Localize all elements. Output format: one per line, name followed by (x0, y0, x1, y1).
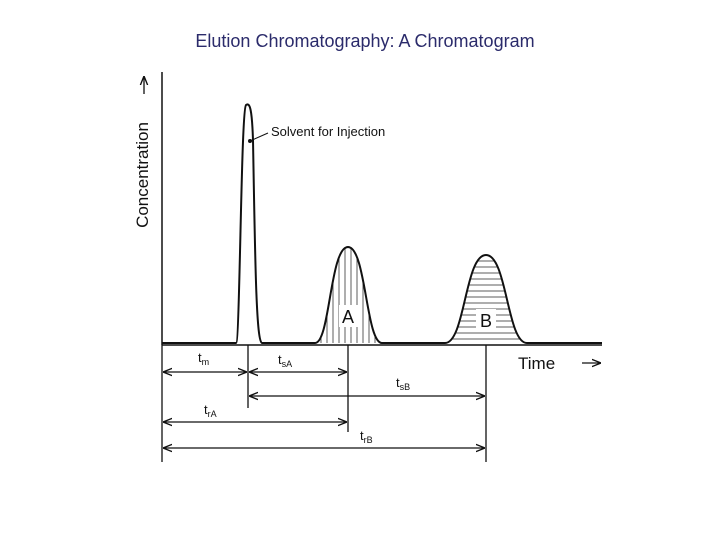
peak-b (440, 253, 602, 344)
interval-arrows (163, 372, 485, 448)
peak-label: A (342, 307, 354, 327)
interval-sub: sB (400, 382, 411, 392)
interval-guides (161, 345, 487, 462)
label-bg (339, 305, 358, 327)
interval-sub: m (202, 357, 210, 367)
peak-label: B (480, 311, 492, 331)
interval-label: tsA (278, 352, 292, 369)
annotation: Solvent for Injection (271, 124, 385, 139)
peak-a (300, 245, 445, 344)
interval-base: t (278, 352, 282, 367)
x-axis-label: Time (518, 354, 555, 373)
peak-a-hatch (315, 247, 382, 343)
interval-label: tm (198, 350, 209, 367)
title: Elution Chromatography: A Chromatogram (195, 31, 534, 51)
solvent-peak (162, 103, 315, 344)
interval-label: tsB (396, 375, 410, 392)
interval-base: t (198, 350, 202, 365)
interval-label: trB (360, 428, 373, 445)
interval-base: t (360, 428, 364, 443)
interval-sub: sA (282, 359, 293, 369)
annotation-leader (249, 132, 269, 142)
interval-label: trA (204, 402, 217, 419)
y-axis-label: Concentration (133, 122, 152, 228)
peak-b-hatch (445, 255, 527, 343)
interval-sub: rA (208, 409, 217, 419)
interval-sub: rB (364, 435, 373, 445)
interval-base: t (396, 375, 400, 390)
label-bg (476, 309, 496, 331)
interval-base: t (204, 402, 208, 417)
